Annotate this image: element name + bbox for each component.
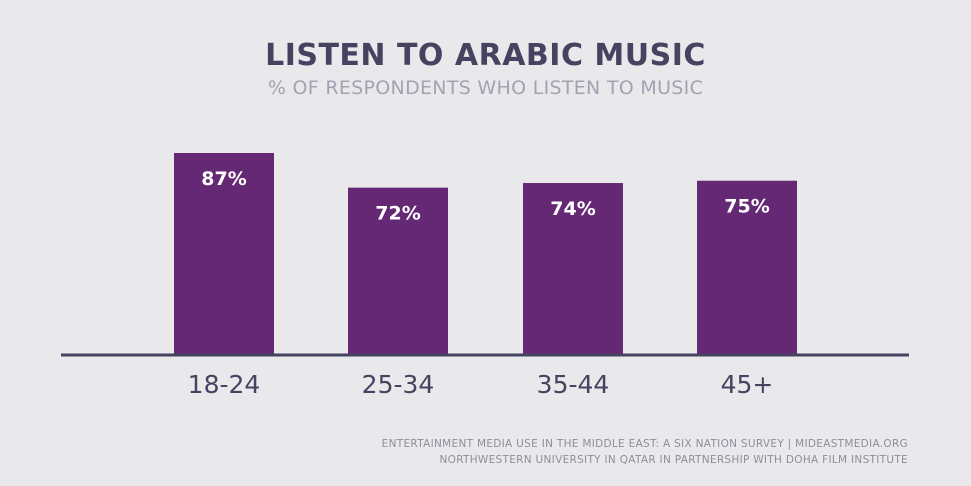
source-footer: ENTERTAINMENT MEDIA USE IN THE MIDDLE EA… [382,436,908,468]
category-label-35-44: 35-44 [537,370,610,399]
category-label-18-24: 18-24 [188,370,261,399]
chart-subtitle: % OF RESPONDENTS WHO LISTEN TO MUSIC [267,77,704,99]
bar-35-44 [523,183,623,354]
value-label-35-44: 74% [550,198,595,220]
bar-25-34 [348,187,448,354]
source-line-2: NORTHWESTERN UNIVERSITY IN QATAR IN PART… [439,454,908,466]
value-label-25-34: 72% [375,203,420,225]
value-label-18-24: 87% [201,168,246,190]
value-label-45+: 75% [724,196,769,218]
bar-45+ [697,180,797,354]
category-label-45+: 45+ [721,370,774,399]
category-label-25-34: 25-34 [362,370,435,399]
chart-title: LISTEN TO ARABIC MUSIC [265,38,706,73]
bar-18-24 [174,153,274,354]
source-line-1: ENTERTAINMENT MEDIA USE IN THE MIDDLE EA… [381,438,908,450]
